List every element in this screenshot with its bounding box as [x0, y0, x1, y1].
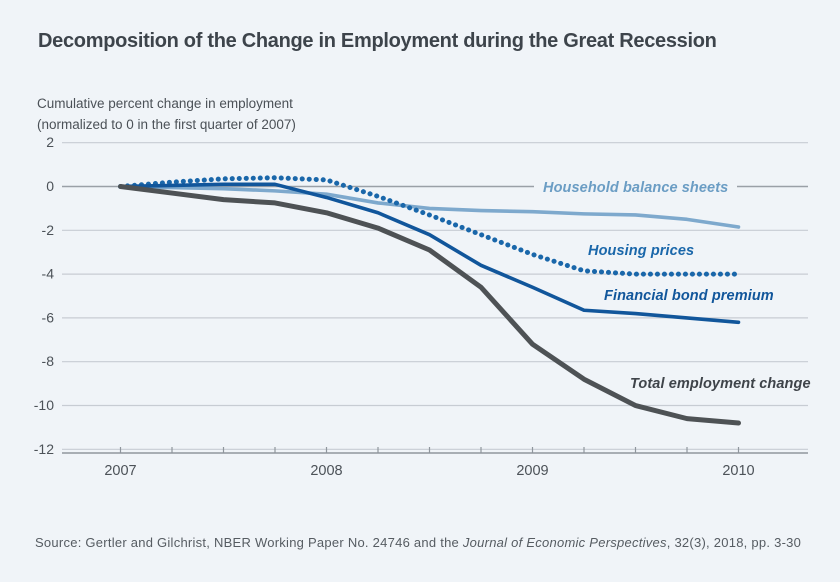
y-tick-label: -6: [42, 309, 55, 325]
y-tick-label: 2: [46, 134, 54, 150]
y-tick-label: -12: [34, 441, 54, 457]
series-line-financial: [118, 182, 741, 325]
x-tick-label: 2007: [104, 463, 136, 479]
x-tick-label: 2008: [310, 463, 342, 479]
y-axis-caption-line2: (normalized to 0 in the first quarter of…: [37, 117, 296, 132]
x-tick-label: 2009: [516, 463, 548, 479]
series-label-household-balance-sheets: Household balance sheets: [534, 179, 738, 197]
y-tick-label: 0: [46, 178, 54, 194]
series-line-household: [118, 184, 741, 229]
series-line-housing: [118, 175, 741, 277]
y-axis-caption-line1: Cumulative percent change in employment: [37, 96, 293, 111]
y-tick-label: -10: [34, 397, 54, 413]
x-tick-label: 2010: [722, 463, 754, 479]
chart-title: Decomposition of the Change in Employmen…: [38, 30, 717, 52]
source-text-prefix: Source: Gertler and Gilchrist, NBER Work…: [35, 535, 463, 550]
series-label-total-employment-change: Total employment change: [630, 376, 811, 392]
y-tick-label: -8: [42, 353, 55, 369]
y-axis-caption: Cumulative percent change in employment …: [37, 93, 296, 135]
source-journal-name: Journal of Economic Perspectives: [462, 535, 667, 550]
series-label-housing-prices: Housing prices: [588, 243, 695, 259]
y-tick-label: -2: [42, 222, 55, 238]
source-note: Source: Gertler and Gilchrist, NBER Work…: [35, 535, 801, 550]
series-line-total: [118, 184, 741, 426]
source-text-suffix: , 32(3), 2018, pp. 3-30: [666, 535, 802, 550]
y-tick-label: -4: [42, 266, 55, 282]
series-label-financial-bond-premium: Financial bond premium: [604, 288, 774, 304]
